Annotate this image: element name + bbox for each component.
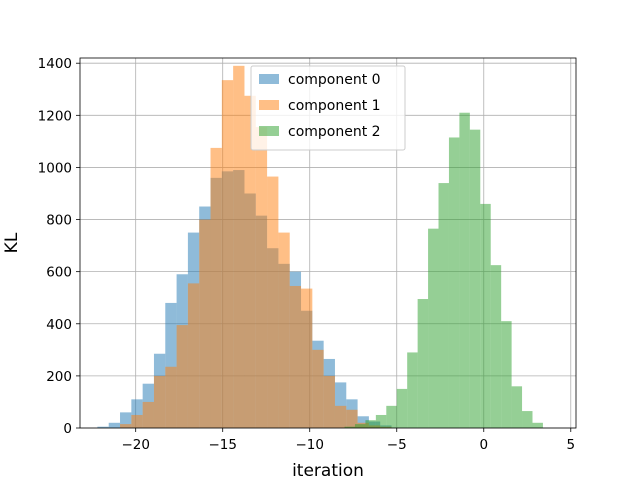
histogram-bar: [354, 424, 366, 428]
histogram-bar: [131, 414, 143, 428]
histogram-bar: [357, 416, 369, 428]
histogram-bar: [199, 219, 211, 428]
histogram-bar: [532, 422, 543, 428]
histogram-bar: [131, 399, 143, 428]
histogram-bar: [469, 129, 481, 429]
histogram-bar: [210, 147, 222, 429]
histogram-bar: [153, 375, 166, 428]
histogram-bar: [501, 321, 512, 428]
x-tick-label: −15: [208, 437, 237, 453]
legend-label: component 1: [288, 98, 381, 114]
histogram-bar: [244, 95, 256, 429]
y-tick-label: 0: [63, 421, 72, 437]
histogram-bar: [334, 382, 347, 428]
series-1-bars: [120, 65, 392, 429]
histogram-bar: [344, 426, 355, 428]
histogram-bar: [407, 352, 418, 428]
histogram-bar: [375, 414, 387, 428]
y-tick-label: 1400: [38, 56, 72, 72]
histogram-bar: [142, 401, 154, 428]
x-tick-label: −20: [121, 437, 150, 453]
histogram-bar: [108, 422, 121, 428]
histogram-bar: [438, 183, 449, 428]
histogram-bar: [511, 386, 523, 428]
histogram-bars: [97, 65, 543, 429]
x-tick-label: −10: [295, 437, 324, 453]
histogram-bar: [417, 299, 429, 428]
legend-swatch: [259, 74, 279, 84]
axis-ticks: −20 −15 −10 −5 0 5 0 200 400 600 800 1000 1200 1400: [38, 56, 575, 453]
y-tick-label: 600: [46, 265, 72, 281]
legend: component 0 component 1 component 2: [250, 65, 406, 151]
legend-label: component 2: [288, 124, 381, 140]
histogram-bar: [289, 285, 302, 428]
histogram-bar: [221, 80, 234, 428]
x-tick-label: 0: [479, 437, 488, 453]
histogram-bar: [267, 176, 279, 428]
y-axis-label: KL: [2, 232, 22, 253]
histogram-bar: [278, 232, 290, 428]
x-tick-label: −5: [387, 437, 407, 453]
histogram-bar: [334, 405, 347, 428]
histogram-bar: [255, 127, 268, 429]
histogram-bar: [323, 375, 335, 428]
y-tick-label: 800: [46, 213, 72, 229]
histogram-bar: [187, 283, 200, 428]
histogram-bar: [386, 405, 397, 428]
histogram-bar: [120, 412, 132, 428]
histogram-bar: [396, 388, 408, 428]
legend-swatch: [259, 126, 279, 136]
y-tick-label: 1000: [38, 160, 72, 176]
histogram-bar: [97, 426, 109, 428]
histogram-bar: [176, 325, 188, 428]
x-axis-label: iteration: [292, 461, 364, 480]
axes-frame: [79, 57, 577, 429]
histogram-bar: [428, 228, 439, 428]
legend-box: [250, 65, 406, 151]
histogram-bar: [522, 411, 533, 428]
y-tick-label: 400: [46, 317, 72, 333]
y-tick-label: 200: [46, 369, 72, 385]
histogram-bar: [120, 424, 132, 428]
legend-swatch: [259, 100, 279, 110]
histogram-bar: [459, 112, 470, 428]
histogram-bar: [365, 420, 376, 428]
histogram-bar: [490, 265, 502, 428]
histogram-bar: [233, 65, 245, 429]
histogram-bar: [346, 409, 358, 428]
histogram-bar: [448, 137, 460, 428]
histogram-bar: [165, 302, 177, 428]
y-tick-label: 1200: [38, 108, 72, 124]
x-tick-label: 5: [566, 437, 575, 453]
histogram-bar: [165, 366, 177, 428]
histogram-bar: [312, 349, 324, 428]
series-2-bars: [344, 112, 543, 429]
histogram-bar: [301, 288, 313, 428]
histogram-bar: [480, 203, 491, 428]
legend-label: component 0: [288, 72, 381, 88]
